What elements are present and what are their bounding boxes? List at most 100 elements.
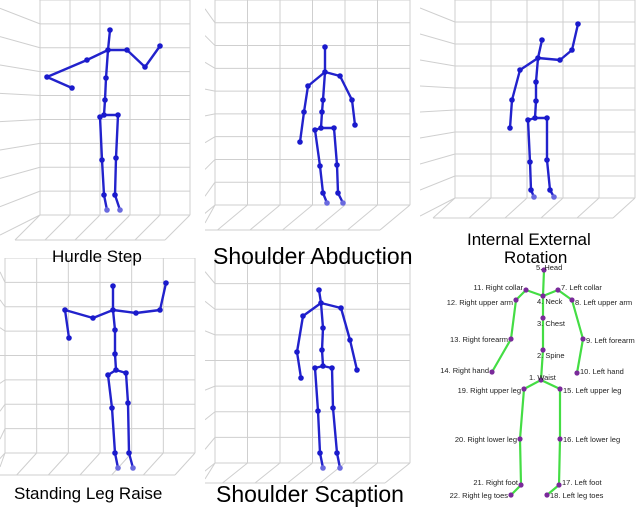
grid-line	[347, 204, 378, 231]
joint-lsh	[337, 73, 343, 79]
joint-rkn	[317, 163, 323, 169]
bone-lkn-lan	[545, 158, 552, 192]
legend-label: 15. Left upper leg	[563, 386, 621, 395]
grid-line	[205, 271, 216, 284]
legend-bone	[575, 337, 585, 375]
grid-line	[205, 462, 216, 472]
grid-line	[16, 452, 38, 476]
bone-lel-lha	[143, 44, 162, 69]
joint-head	[107, 27, 113, 33]
joint-lkn	[544, 157, 550, 163]
joint-lft	[551, 194, 557, 200]
joint-spine	[112, 351, 118, 357]
legend-joint	[540, 315, 546, 321]
grid-line	[420, 197, 456, 217]
joint-lan	[335, 190, 341, 196]
legend-label: 7. Left collar	[561, 283, 602, 292]
bone-lsh-lel	[339, 306, 352, 342]
bone-rkn-ran	[318, 164, 325, 195]
legend-label: 1. Waist	[529, 373, 557, 382]
legend-label: 18. Left leg toes	[550, 491, 604, 500]
joint-lft	[130, 465, 136, 471]
joint-lkn	[113, 155, 119, 161]
legend-bone	[541, 268, 546, 298]
grid-line	[104, 214, 131, 241]
grid-line	[74, 214, 101, 241]
legend-joint	[574, 370, 580, 376]
joint-lhip	[329, 365, 335, 371]
skeleton	[294, 287, 360, 471]
bone-rhip-rkn	[106, 373, 114, 410]
legend-joint	[556, 482, 562, 488]
grid-box	[420, 0, 636, 219]
joint-ran	[528, 187, 534, 193]
joint-lhip	[115, 112, 121, 118]
bone-lel-lha	[348, 338, 359, 372]
joint-lsh	[557, 57, 563, 63]
legend-bone	[524, 288, 545, 298]
joint-lel	[157, 307, 163, 313]
grid-line	[205, 300, 216, 310]
bone-neck-chest	[534, 56, 540, 84]
grid-line	[205, 437, 216, 450]
legend-joint	[489, 369, 495, 375]
bone-head-neck	[106, 28, 112, 52]
joint-lha	[352, 122, 358, 128]
legend-joint	[541, 267, 547, 273]
bone-rsh-rel	[63, 308, 95, 320]
legend-label: 20. Right lower leg	[455, 435, 517, 444]
joint-lha	[157, 43, 163, 49]
bone-neck-rsh	[301, 301, 323, 318]
grid-line	[0, 142, 41, 151]
bone-neck-lsh	[111, 308, 138, 315]
grid-line	[14, 214, 41, 241]
bone-neck-rsh	[85, 48, 110, 62]
joint-chest	[103, 75, 109, 81]
legend-bone	[518, 387, 526, 441]
caption-shoulder-abduction: Shoulder Abduction	[213, 243, 413, 269]
legend-label: 14. Right hand	[440, 366, 489, 375]
bone-lkn-lan	[331, 406, 339, 455]
legend-joint	[513, 297, 519, 303]
grid-line	[282, 204, 313, 231]
legend-joint	[508, 336, 514, 342]
bone-rhip-rkn	[98, 115, 104, 162]
legend-label: 8. Left upper arm	[575, 298, 632, 307]
skeleton	[44, 27, 163, 213]
grid-line	[420, 7, 456, 23]
joint-spine	[102, 97, 108, 103]
legend-label: 22. Right leg toes	[450, 491, 509, 500]
joint-lkn	[125, 400, 131, 406]
joint-rsh	[517, 67, 523, 73]
grid-line	[540, 197, 564, 219]
joint-head	[110, 283, 116, 289]
joint-neck	[322, 69, 328, 75]
grid-line	[222, 462, 248, 484]
grid-line	[164, 214, 191, 241]
legend-joint	[557, 436, 563, 442]
grid-line	[205, 204, 216, 224]
grid-line	[0, 166, 41, 179]
grid-line	[379, 204, 411, 231]
grid-line	[205, 411, 216, 421]
grid-line	[47, 452, 69, 476]
bone-lsh-lel	[134, 308, 162, 315]
joint-rhip	[312, 365, 318, 371]
grid-line	[0, 327, 6, 332]
grid-line	[205, 330, 216, 336]
bone-rhip-rkn	[313, 128, 322, 168]
joint-lsh	[133, 310, 139, 316]
grid-line	[142, 452, 164, 476]
joint-waist	[532, 115, 538, 121]
legend-joint	[557, 386, 563, 392]
grid-line	[0, 452, 6, 460]
legend-label: 21. Right foot	[473, 478, 519, 487]
grid-box	[205, 0, 411, 231]
bone-lkn-lan	[126, 401, 131, 455]
grid-box	[0, 258, 196, 476]
grid-line	[0, 64, 41, 73]
legend-joint	[538, 377, 544, 383]
legend-joint	[540, 293, 546, 299]
joint-rhip	[105, 372, 111, 378]
grid-line	[44, 214, 71, 241]
